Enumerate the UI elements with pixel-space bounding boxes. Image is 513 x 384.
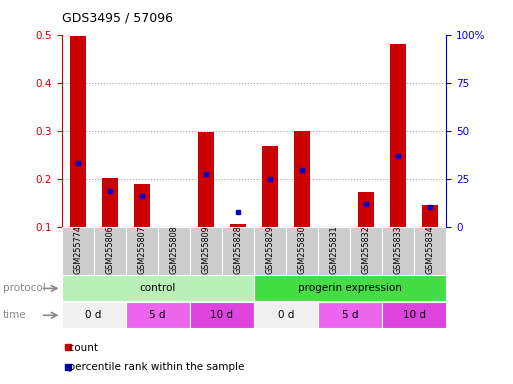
Bar xyxy=(62,302,126,328)
Text: time: time xyxy=(3,310,26,320)
Text: GDS3495 / 57096: GDS3495 / 57096 xyxy=(62,12,172,25)
Bar xyxy=(230,224,246,227)
Bar xyxy=(198,132,214,227)
Bar xyxy=(294,131,310,227)
Bar xyxy=(318,227,350,275)
Bar xyxy=(126,302,190,328)
Bar xyxy=(382,227,415,275)
Text: GSM255807: GSM255807 xyxy=(137,225,146,274)
Bar xyxy=(390,44,406,227)
Bar xyxy=(62,227,93,275)
Text: GSM255774: GSM255774 xyxy=(73,225,82,274)
Text: 0 d: 0 d xyxy=(278,310,294,320)
Text: GSM255809: GSM255809 xyxy=(201,225,210,274)
Bar xyxy=(382,302,446,328)
Text: GSM255834: GSM255834 xyxy=(426,225,435,274)
Bar xyxy=(254,275,446,301)
Bar xyxy=(254,302,318,328)
Bar xyxy=(350,227,382,275)
Bar xyxy=(134,184,150,227)
Bar xyxy=(70,36,86,227)
Text: 5 d: 5 d xyxy=(149,310,166,320)
Bar xyxy=(222,227,254,275)
Text: progerin expression: progerin expression xyxy=(298,283,402,293)
Bar xyxy=(422,205,438,227)
Text: GSM255830: GSM255830 xyxy=(298,225,307,274)
Text: percentile rank within the sample: percentile rank within the sample xyxy=(62,362,244,372)
Text: 10 d: 10 d xyxy=(403,310,426,320)
Bar xyxy=(262,146,278,227)
Text: protocol: protocol xyxy=(3,283,45,293)
Bar xyxy=(415,227,446,275)
Bar xyxy=(358,192,374,227)
Bar xyxy=(254,227,286,275)
Text: GSM255833: GSM255833 xyxy=(393,225,403,274)
Bar xyxy=(93,227,126,275)
Text: count: count xyxy=(62,343,97,353)
Bar xyxy=(62,275,254,301)
Text: 0 d: 0 d xyxy=(86,310,102,320)
Text: GSM255832: GSM255832 xyxy=(362,225,371,274)
Bar xyxy=(318,302,382,328)
Text: GSM255808: GSM255808 xyxy=(169,225,179,274)
Bar xyxy=(190,302,254,328)
Text: GSM255831: GSM255831 xyxy=(329,225,339,274)
Bar xyxy=(126,227,158,275)
Bar xyxy=(102,178,117,227)
Text: control: control xyxy=(140,283,176,293)
Bar xyxy=(158,227,190,275)
Text: GSM255828: GSM255828 xyxy=(233,225,243,274)
Text: 10 d: 10 d xyxy=(210,310,233,320)
Text: 5 d: 5 d xyxy=(342,310,359,320)
Text: GSM255829: GSM255829 xyxy=(265,225,274,274)
Bar xyxy=(286,227,318,275)
Bar xyxy=(190,227,222,275)
Text: GSM255806: GSM255806 xyxy=(105,225,114,274)
